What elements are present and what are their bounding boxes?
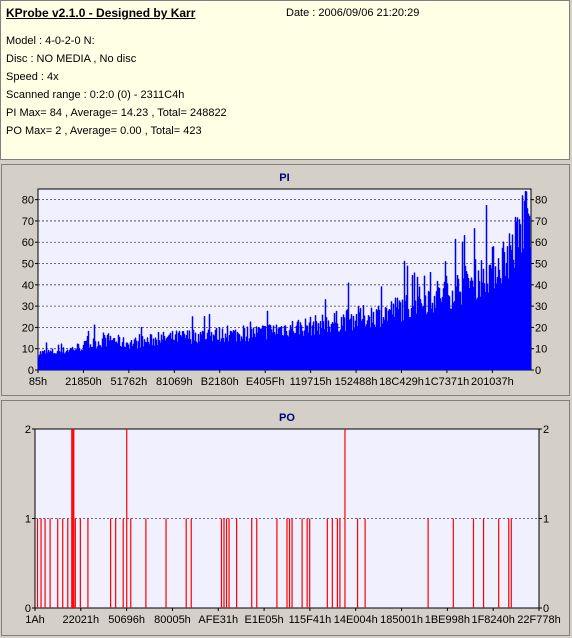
y-tick-label-right: 2 <box>543 424 549 436</box>
y-tick-label-left: 0 <box>28 365 34 377</box>
x-tick-label: 185001h <box>380 614 423 626</box>
y-tick-label-right: 40 <box>535 280 547 292</box>
x-tick-label: 1Ah <box>25 614 45 626</box>
y-tick-label-left: 60 <box>22 237 34 249</box>
y-tick-label-right: 70 <box>535 216 547 228</box>
y-tick-label-left: 80 <box>22 195 34 207</box>
app-title: KProbe v2.1.0 - Designed by Karr <box>6 6 196 20</box>
x-tick-label: 22F778h <box>517 614 560 626</box>
x-tick-label: 80005h <box>154 614 191 626</box>
speed-line: Speed : 4x <box>6 71 59 83</box>
y-tick-label-left: 0 <box>25 603 31 615</box>
x-tick-label: 81069h <box>156 376 193 388</box>
y-tick-label-left: 20 <box>22 322 34 334</box>
x-tick-label: 152488h <box>335 376 378 388</box>
range-line: Scanned range : 0:2:0 (0) - 2311C4h <box>6 89 185 101</box>
x-tick-label: 201037h <box>471 376 514 388</box>
x-tick-label: 50696h <box>108 614 145 626</box>
x-tick-label: 85h <box>29 376 47 388</box>
x-tick-label: B2180h <box>201 376 239 388</box>
x-tick-label: 1C7371h <box>425 376 470 388</box>
chart-title: PO <box>279 412 295 424</box>
y-tick-label-left: 30 <box>22 301 34 313</box>
scan-date: Date : 2006/09/06 21:20:29 <box>286 7 420 19</box>
po-summary-line: PO Max= 2 , Average= 0.00 , Total= 423 <box>6 125 202 137</box>
y-tick-label-right: 50 <box>535 259 547 271</box>
x-tick-label: 21850h <box>65 376 102 388</box>
x-tick-label: 115F41h <box>289 614 332 626</box>
y-tick-label-left: 40 <box>22 280 34 292</box>
y-tick-label-left: 10 <box>22 344 34 356</box>
po-chart-panel: PO 0 0 1 1 2 2 1Ah 22021h 50696h 80005h AFE31h E1E05… <box>1 400 570 636</box>
x-tick-label: 14E004h <box>334 614 378 626</box>
y-tick-label-left: 50 <box>22 259 34 271</box>
x-tick-label: E1E05h <box>245 614 284 626</box>
x-tick-label: 51762h <box>111 376 148 388</box>
model-line: Model : 4-0-2-0 N: <box>6 35 95 47</box>
po-chart: PO 0 0 1 1 2 2 1Ah 22021h 50696h 80005h AFE31h E1E05… <box>25 412 561 626</box>
pi-summary-line: PI Max= 84 , Average= 14.23 , Total= 248… <box>6 107 227 119</box>
y-tick-label-left: 2 <box>25 424 31 436</box>
chart-title: PI <box>279 172 289 184</box>
info-panel: KProbe v2.1.0 - Designed by Karr Date : … <box>0 0 570 160</box>
x-tick-label: AFE31h <box>198 614 238 626</box>
pi-chart: PI 0 0 10 10 20 20 30 30 40 40 50 50 60 60 70 70 80 80 85h 2… <box>22 172 548 388</box>
x-tick-label: 22021h <box>62 614 99 626</box>
y-tick-label-right: 1 <box>543 514 549 526</box>
y-tick-label-right: 10 <box>535 344 547 356</box>
x-tick-label: E405Fh <box>246 376 285 388</box>
x-tick-label: 18C429h <box>379 376 424 388</box>
x-tick-label: 119715h <box>290 376 332 388</box>
pi-series <box>37 190 532 371</box>
y-tick-label-right: 0 <box>543 603 549 615</box>
y-tick-label-right: 80 <box>535 195 547 207</box>
y-tick-label-right: 60 <box>535 237 547 249</box>
pi-chart-panel: PI 0 0 10 10 20 20 30 30 40 40 50 50 60 60 70 70 80 80 85h 2… <box>1 164 570 396</box>
y-tick-label-left: 1 <box>25 514 31 526</box>
disc-line: Disc : NO MEDIA , No disc <box>6 53 137 65</box>
y-tick-label-right: 0 <box>535 365 541 377</box>
y-tick-label-right: 20 <box>535 322 547 334</box>
x-tick-label: 1BE998h <box>425 614 470 626</box>
x-tick-label: 1F8240h <box>471 614 514 626</box>
y-tick-label-left: 70 <box>22 216 34 228</box>
y-tick-label-right: 30 <box>535 301 547 313</box>
